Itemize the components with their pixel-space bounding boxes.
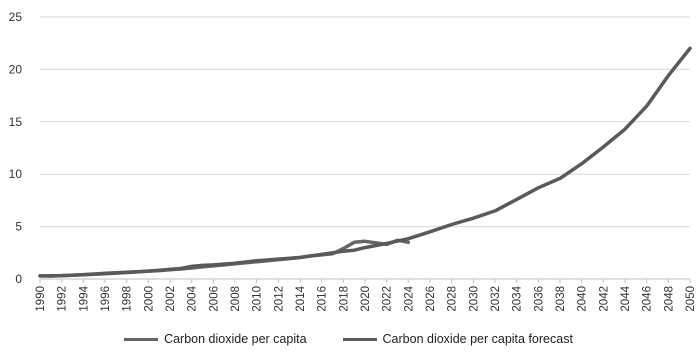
legend-item-forecast: Carbon dioxide per capita forecast: [342, 332, 573, 346]
x-tick-label-2004: 2004: [187, 285, 199, 311]
y-tick-label-5: 5: [15, 220, 22, 234]
x-tick-label-2012: 2012: [273, 286, 285, 312]
y-tick-label-0: 0: [15, 272, 22, 286]
legend-swatch-actual: [124, 337, 159, 341]
x-tick-label-1990: 1990: [35, 286, 47, 312]
x-tick-label-2038: 2038: [555, 286, 567, 312]
legend-label-actual: Carbon dioxide per capita: [164, 332, 307, 346]
y-tick-label-15: 15: [9, 115, 23, 129]
x-tick-label-2044: 2044: [620, 285, 632, 311]
x-tick-label-2032: 2032: [490, 286, 502, 312]
series-line-forecast: [38, 46, 692, 278]
x-tick-label-2010: 2010: [252, 286, 264, 312]
y-tick-labels: 0 5 10 15 20 25: [9, 10, 23, 286]
x-tick-label-2030: 2030: [468, 286, 480, 312]
x-tick-label-1998: 1998: [122, 286, 134, 312]
x-tick-label-2006: 2006: [208, 286, 220, 312]
x-tick-label-2036: 2036: [533, 286, 545, 312]
x-tick-label-2042: 2042: [598, 286, 610, 312]
x-tick-label-2046: 2046: [642, 286, 654, 312]
gridlines: [40, 16, 690, 228]
x-tick-label-2034: 2034: [512, 285, 524, 311]
x-tick-label-2024: 2024: [403, 285, 415, 311]
x-tick-label-2048: 2048: [663, 286, 675, 312]
x-tick-label-2022: 2022: [382, 286, 394, 312]
axes: [39, 278, 691, 283]
legend-label-forecast: Carbon dioxide per capita forecast: [382, 332, 573, 346]
x-tick-label-2028: 2028: [447, 286, 459, 312]
x-tick-label-2016: 2016: [317, 286, 329, 312]
y-tick-label-10: 10: [9, 167, 23, 181]
y-tick-label-25: 25: [9, 10, 23, 24]
chart-canvas: 0 5 10 15 20 25 1990 1992 1994 1996 1998 2000 2002 2…: [9, 10, 697, 312]
x-tick-label-2002: 2002: [165, 286, 177, 312]
x-tick-label-2050: 2050: [685, 286, 697, 312]
x-tick-label-2014: 2014: [295, 285, 307, 311]
series-line-actual: [38, 238, 411, 278]
x-tick-labels: 1990 1992 1994 1996 1998 2000 2002 2004 2006 2008…: [35, 285, 697, 311]
legend-item-actual: Carbon dioxide per capita: [124, 332, 307, 346]
x-tick-label-2008: 2008: [230, 286, 242, 312]
x-tick-label-2000: 2000: [143, 286, 155, 312]
series-lines: [38, 46, 692, 278]
y-tick-label-20: 20: [9, 62, 23, 76]
x-tick-label-2026: 2026: [425, 286, 437, 312]
legend-swatch-forecast: [342, 337, 377, 341]
x-tick-label-2040: 2040: [577, 286, 589, 312]
x-tick-label-1996: 1996: [100, 286, 112, 312]
chart-legend: Carbon dioxide per capita Carbon dioxide…: [0, 326, 697, 352]
x-tick-label-2018: 2018: [338, 286, 350, 312]
x-tick-label-2020: 2020: [360, 286, 372, 312]
x-tick-label-1994: 1994: [78, 285, 90, 311]
x-tick-label-1992: 1992: [57, 286, 69, 312]
